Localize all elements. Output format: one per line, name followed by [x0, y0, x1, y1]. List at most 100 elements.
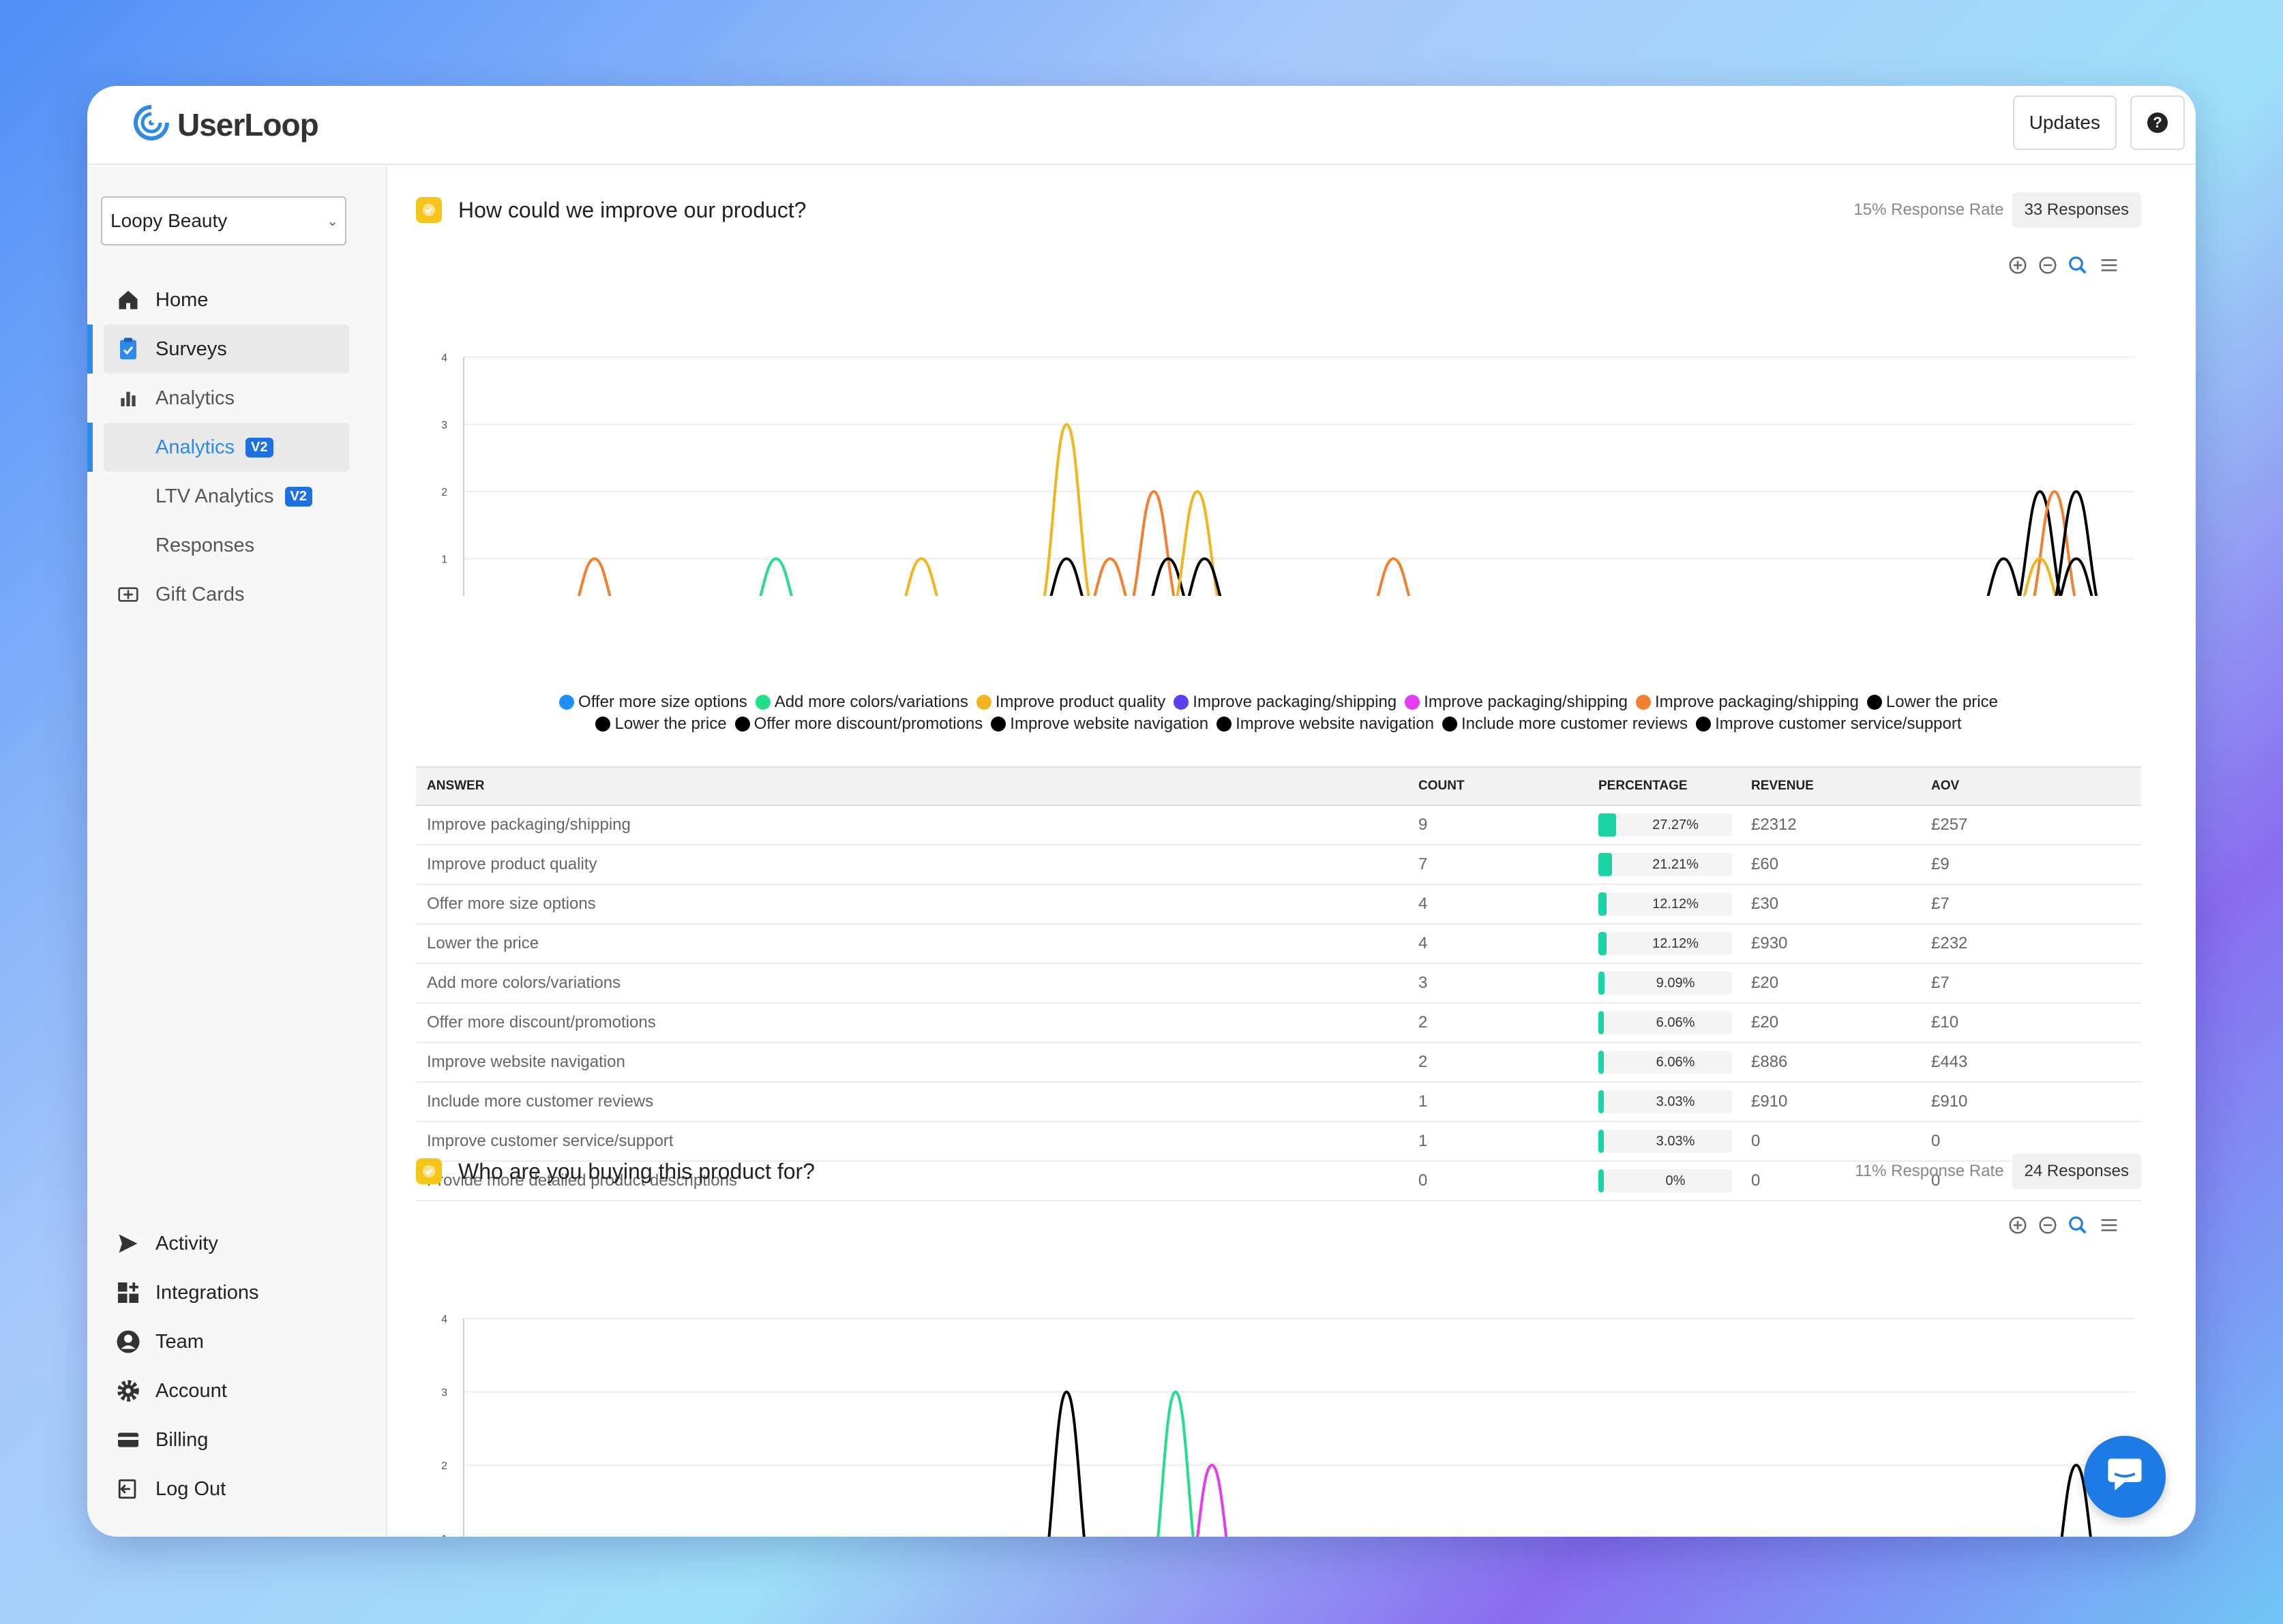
column-header-percentage[interactable]: PERCENTAGE — [1598, 779, 1688, 793]
series-peak[interactable] — [1172, 557, 1238, 597]
sidebar-item-account[interactable]: Account — [104, 1366, 349, 1415]
legend-item[interactable]: Offer more size options — [559, 693, 747, 712]
series-peak[interactable] — [1143, 1390, 1208, 1537]
series-peak[interactable] — [2022, 490, 2087, 596]
legend-item[interactable]: Lower the price — [1866, 693, 1998, 712]
menu-icon[interactable] — [2098, 255, 2121, 279]
menu-icon[interactable] — [2098, 1215, 2121, 1239]
aov-cell: £7 — [1931, 894, 1950, 913]
series-peak[interactable] — [889, 557, 954, 597]
sidebar-item-ltv-analytics[interactable]: LTV Analytics V2 — [104, 472, 349, 521]
sidebar-item-responses[interactable]: Responses — [104, 521, 349, 570]
question-meta: 15% Response Rate 33 Responses — [1853, 192, 2141, 228]
chat-button[interactable] — [2084, 1436, 2166, 1518]
aov-cell: £232 — [1931, 934, 1968, 952]
legend-item[interactable]: Add more colors/variations — [755, 693, 968, 712]
zoom-out-icon[interactable] — [2038, 1215, 2058, 1239]
legend-item[interactable]: Improve website navigation — [1217, 715, 1434, 734]
percentage-bar: 21.21% — [1598, 853, 1732, 876]
legend-item[interactable]: Improve packaging/shipping — [1174, 693, 1397, 712]
legend-label: Lower the price — [1885, 693, 1998, 711]
legend-marker — [976, 695, 991, 710]
series-peak[interactable] — [1971, 557, 2036, 597]
question-title: How could we improve our product? — [458, 197, 807, 222]
zoom-in-icon[interactable] — [2008, 1215, 2028, 1239]
percentage-cell: 27.27% — [1598, 813, 1751, 837]
response-count-badge[interactable]: 33 Responses — [2012, 192, 2141, 228]
help-button[interactable]: ? — [2130, 95, 2185, 150]
legend-marker — [1696, 717, 1712, 732]
series-peak[interactable] — [1121, 490, 1187, 596]
legend-item[interactable]: Improve packaging/shipping — [1405, 693, 1628, 712]
aov-cell: £910 — [1931, 1092, 1968, 1111]
series-peak[interactable] — [562, 557, 627, 597]
table-row: Lower the price 4 12.12% £930 £232 — [416, 924, 2141, 964]
sidebar-item-log-out[interactable]: Log Out — [104, 1464, 349, 1514]
response-rate: 15% Response Rate — [1853, 200, 2004, 219]
series-peak[interactable] — [1034, 423, 1099, 597]
aov-cell: 0 — [1931, 1132, 1941, 1150]
legend-label: Improve packaging/shipping — [1655, 693, 1859, 711]
count-cell: 0 — [1418, 1171, 1428, 1190]
logo[interactable]: UserLoop — [132, 104, 319, 145]
legend-item[interactable]: Lower the price — [595, 715, 727, 734]
aov-cell: £257 — [1931, 815, 1968, 834]
series-peak[interactable] — [1077, 557, 1143, 597]
legend-label: Improve website navigation — [1236, 715, 1434, 733]
zoom-in-icon[interactable] — [2008, 255, 2028, 279]
gift-card-icon — [115, 581, 142, 608]
series-peak[interactable] — [2008, 557, 2073, 597]
answer-cell: Offer more discount/promotions — [427, 1013, 656, 1032]
column-header-answer[interactable]: ANSWER — [427, 779, 485, 793]
percentage-bar: 9.09% — [1598, 972, 1732, 995]
active-indicator — [87, 325, 93, 374]
sidebar-item-analytics-v2[interactable]: Analytics V2 — [104, 423, 349, 472]
legend-item[interactable]: Improve customer service/support — [1696, 715, 1962, 734]
percentage-value: 6.06% — [1656, 1054, 1695, 1070]
series-peak[interactable] — [1165, 490, 1230, 596]
percentage-bar-fill — [1598, 1130, 1604, 1153]
sidebar-item-home[interactable]: Home — [104, 275, 349, 325]
legend-item[interactable]: Include more customer reviews — [1442, 715, 1688, 734]
series-peak[interactable] — [743, 557, 809, 597]
series-peak[interactable] — [1360, 557, 1426, 597]
store-select[interactable]: Loopy Beauty ⌄ — [101, 196, 346, 245]
legend-item[interactable]: Improve website navigation — [991, 715, 1208, 734]
legend-item[interactable]: Offer more discount/promotions — [734, 715, 983, 734]
sidebar-item-integrations[interactable]: Integrations — [104, 1268, 349, 1317]
sidebar-item-analytics[interactable]: Analytics — [104, 374, 349, 423]
legend-label: Include more customer reviews — [1461, 715, 1688, 733]
aov-cell: £443 — [1931, 1053, 1968, 1071]
series-peak[interactable] — [1034, 1390, 1099, 1537]
revenue-cell: 0 — [1751, 1171, 1761, 1190]
zoom-out-icon[interactable] — [2038, 255, 2058, 279]
revenue-cell: £20 — [1751, 1013, 1779, 1032]
legend-label: Improve website navigation — [1010, 715, 1209, 733]
series-peak[interactable] — [2044, 490, 2109, 596]
count-cell: 2 — [1418, 1013, 1428, 1032]
series-peak[interactable] — [1135, 557, 1201, 597]
sidebar-item-activity[interactable]: Activity — [104, 1219, 349, 1268]
column-header-aov[interactable]: AOV — [1931, 779, 1960, 793]
updates-button[interactable]: Updates — [2012, 95, 2117, 150]
sidebar-item-team[interactable]: Team — [104, 1317, 349, 1366]
percentage-cell: 9.09% — [1598, 972, 1751, 995]
top-bar: UserLoop Updates ? — [87, 86, 2196, 165]
percentage-cell: 0% — [1598, 1169, 1751, 1192]
column-header-revenue[interactable]: REVENUE — [1751, 779, 1814, 793]
sidebar-item-gift-cards[interactable]: Gift Cards — [104, 570, 349, 619]
response-count-badge[interactable]: 24 Responses — [2012, 1154, 2141, 1189]
sidebar-item-surveys[interactable]: Surveys — [104, 325, 349, 374]
series-peak[interactable] — [1179, 1463, 1244, 1537]
column-header-count[interactable]: COUNT — [1418, 779, 1465, 793]
zoom-selection-icon[interactable] — [2068, 1215, 2088, 1239]
zoom-selection-icon[interactable] — [2068, 255, 2088, 279]
line-chart: 01234 — [441, 1314, 2134, 1537]
series-peak[interactable] — [2044, 557, 2109, 597]
series-peak[interactable] — [2044, 1463, 2109, 1537]
series-peak[interactable] — [1034, 557, 1099, 597]
y-tick-label: 1 — [441, 1534, 447, 1537]
sidebar-item-billing[interactable]: Billing — [104, 1415, 349, 1464]
legend-item[interactable]: Improve product quality — [976, 693, 1165, 712]
legend-item[interactable]: Improve packaging/shipping — [1636, 693, 1859, 712]
